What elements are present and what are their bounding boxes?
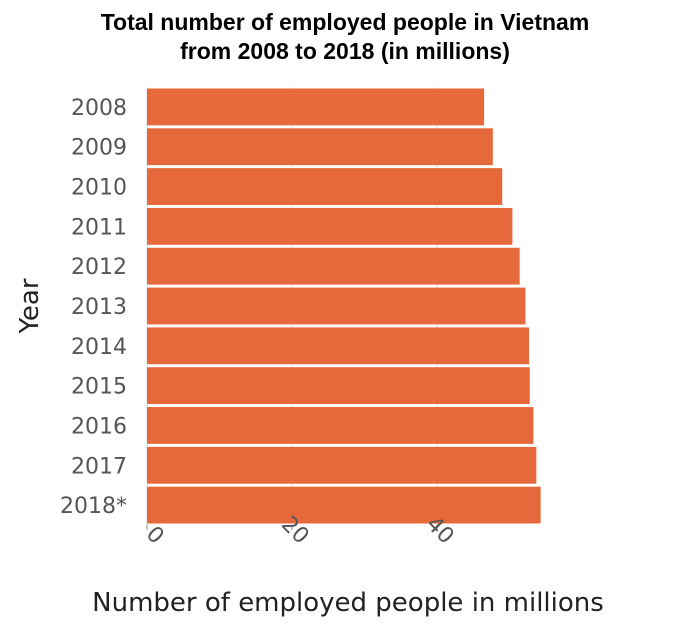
bar-2015 bbox=[147, 367, 530, 405]
y-tick-label-2018*: 2018* bbox=[60, 494, 127, 519]
y-tick-label-2012: 2012 bbox=[71, 255, 127, 280]
y-tick-label-2014: 2014 bbox=[71, 335, 127, 360]
chart-title-line-1: Total number of employed people in Vietn… bbox=[101, 9, 590, 35]
y-tick-label-2017: 2017 bbox=[71, 454, 127, 479]
bar-2013 bbox=[147, 287, 526, 325]
y-tick-label-2013: 2013 bbox=[71, 295, 127, 320]
bar-2018* bbox=[147, 486, 541, 524]
bar-2009 bbox=[147, 128, 493, 166]
chart-title: Total number of employed people in Vietn… bbox=[101, 9, 590, 64]
x-axis-label: Number of employed people in millions bbox=[92, 588, 604, 618]
bar-2008 bbox=[147, 88, 485, 126]
y-axis-ticks: 2008 2009 2010 2011 2012 2013 2014 2015 2016 2017… bbox=[60, 96, 127, 519]
y-tick-label-2011: 2011 bbox=[71, 215, 127, 240]
bar-2017 bbox=[147, 446, 537, 484]
y-tick-label-2016: 2016 bbox=[71, 414, 127, 439]
y-tick-label-2015: 2015 bbox=[71, 375, 127, 400]
chart-title-line-2: from 2008 to 2018 (in millions) bbox=[180, 38, 510, 64]
bar-2012 bbox=[147, 247, 520, 285]
bar-2014 bbox=[147, 327, 530, 365]
y-axis-label: Year bbox=[15, 278, 45, 334]
y-tick-label-2008: 2008 bbox=[71, 96, 127, 121]
bar-2016 bbox=[147, 407, 534, 444]
bar-2011 bbox=[147, 207, 513, 245]
bars bbox=[147, 88, 541, 524]
y-tick-label-2010: 2010 bbox=[71, 176, 127, 201]
bar-2010 bbox=[147, 168, 503, 205]
x-tick-label-0: 0 bbox=[141, 522, 169, 550]
y-tick-label-2009: 2009 bbox=[71, 136, 127, 161]
